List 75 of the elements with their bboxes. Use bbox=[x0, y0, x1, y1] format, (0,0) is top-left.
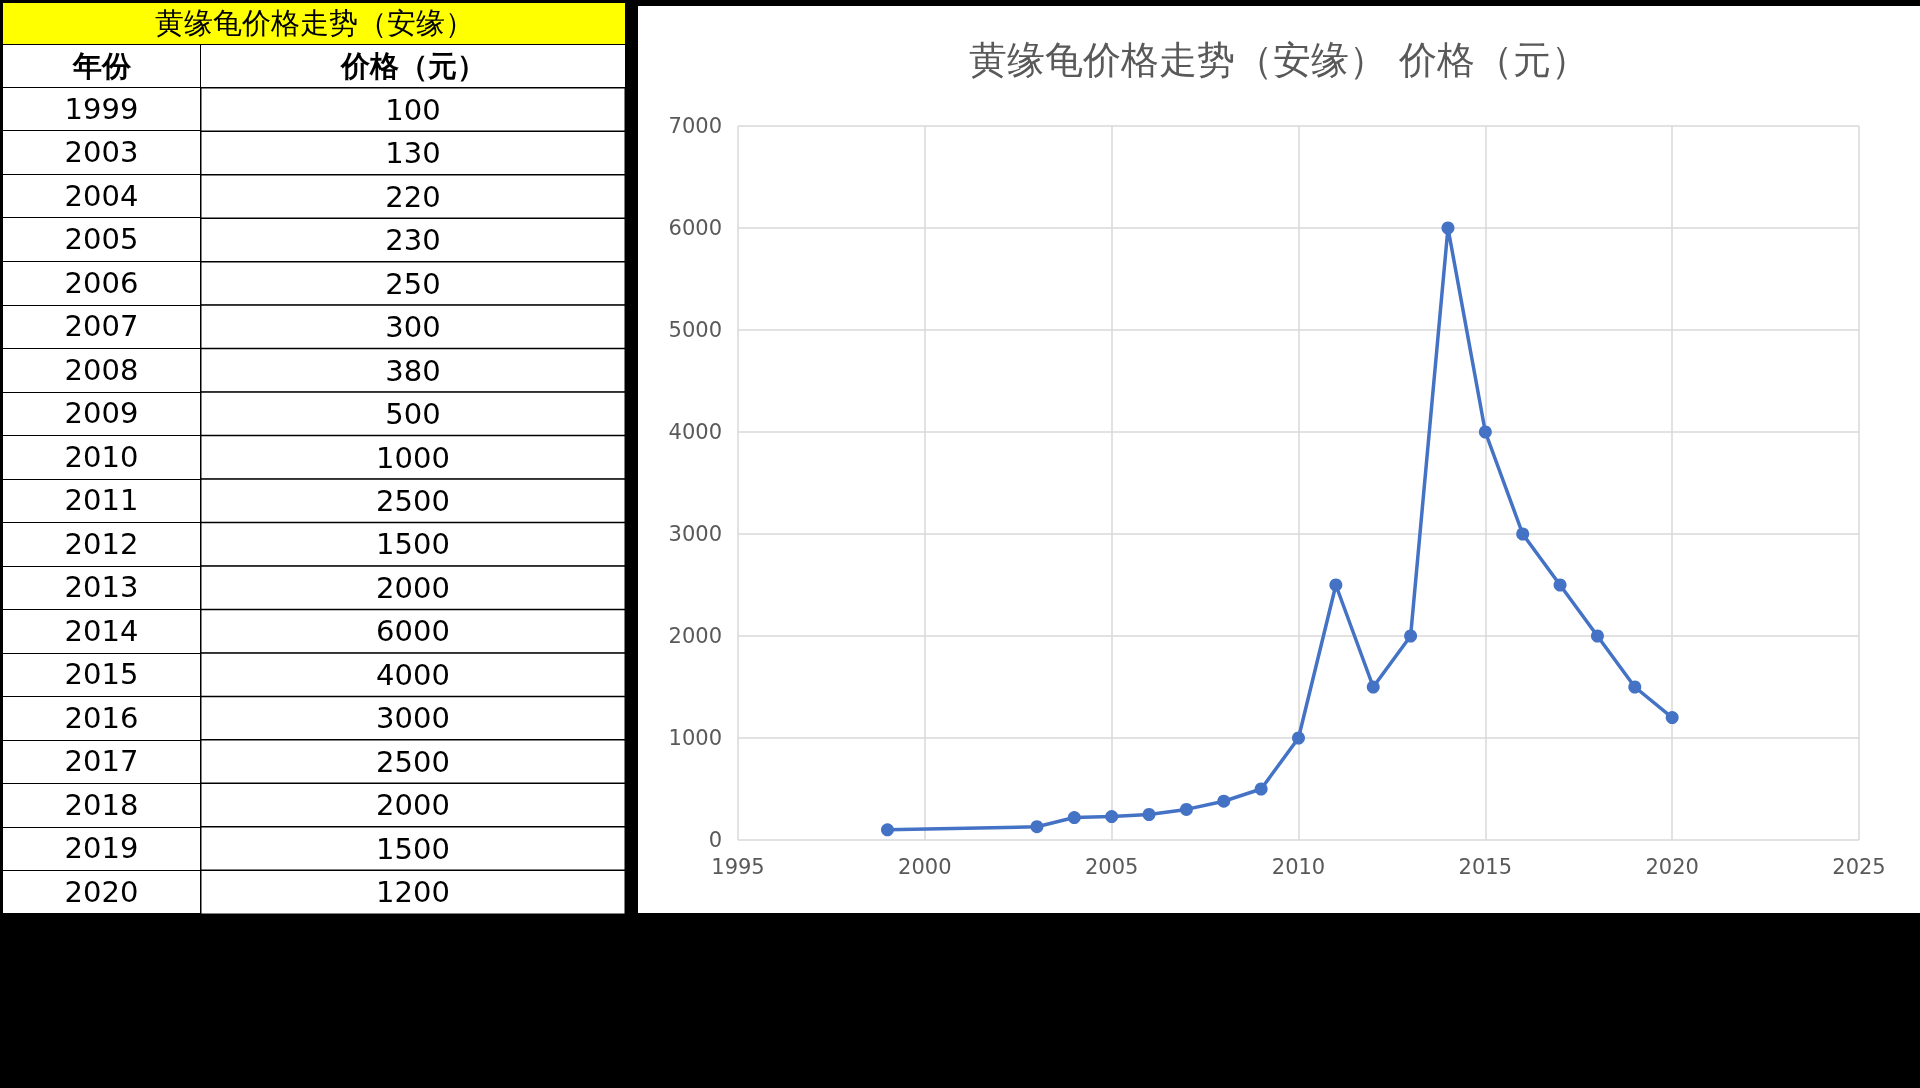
data-label: 500 bbox=[385, 396, 441, 431]
x-tick-label: 2010 bbox=[1271, 854, 1326, 879]
data-label: 380 bbox=[385, 353, 441, 388]
y-tick-label: 2008 bbox=[2, 348, 201, 393]
x-tick-label: 价格（元） bbox=[200, 44, 626, 88]
point bbox=[1478, 425, 1492, 439]
point bbox=[1254, 782, 1268, 796]
data-label: 1000 bbox=[376, 440, 450, 475]
point bbox=[1142, 808, 1156, 821]
data-label: 2500 bbox=[376, 744, 450, 779]
y-tick-label: 5000 bbox=[668, 318, 722, 342]
point bbox=[1105, 810, 1119, 824]
data-label: 3000 bbox=[376, 701, 450, 736]
y-tick-label: 4000 bbox=[668, 420, 722, 444]
y-tick-label: 2016 bbox=[2, 696, 201, 741]
y-tick-label: 7000 bbox=[668, 114, 722, 138]
y-tick-label: 2005 bbox=[2, 217, 201, 262]
y-tick-label: 2014 bbox=[2, 609, 201, 654]
data-label: 1500 bbox=[376, 527, 450, 562]
x-tick-label: 2015 bbox=[1458, 854, 1513, 879]
y-tick-label: 2017 bbox=[2, 740, 201, 784]
y-tick-label: 2006 bbox=[2, 261, 201, 306]
data-label: 6000 bbox=[376, 614, 450, 649]
point bbox=[1628, 680, 1642, 694]
y-tick-label: 2012 bbox=[2, 522, 201, 567]
chart-title: 黄缘龟价格走势（安缘） 价格（元） bbox=[968, 38, 1590, 82]
y-tick-label: 2019 bbox=[2, 827, 201, 871]
y-tick-label: 2011 bbox=[2, 479, 201, 523]
point bbox=[1292, 731, 1305, 745]
y-axis-title: 年份 bbox=[2, 44, 201, 88]
y-tick-label: 0 bbox=[708, 828, 722, 852]
point bbox=[1179, 802, 1193, 816]
data-label: 1200 bbox=[376, 875, 450, 910]
x-tick-label: 2025 bbox=[1832, 854, 1886, 879]
y-tick-label: 2009 bbox=[2, 392, 201, 436]
point bbox=[1553, 578, 1567, 592]
point bbox=[1067, 811, 1081, 825]
point bbox=[1441, 221, 1455, 235]
x-tick-label: 1995 bbox=[711, 854, 765, 879]
point bbox=[1217, 794, 1231, 808]
y-tick-label: 2007 bbox=[2, 305, 201, 349]
y-tick-label: 2003 bbox=[2, 130, 201, 175]
y-tick-label: 1000 bbox=[668, 726, 722, 750]
data-label: 2000 bbox=[376, 570, 450, 605]
point bbox=[1329, 578, 1343, 592]
point bbox=[1404, 629, 1418, 643]
y-tick-label: 1999 bbox=[2, 87, 201, 131]
x-tick-label: 2005 bbox=[1084, 854, 1139, 879]
data-label: 100 bbox=[385, 92, 441, 127]
y-tick-label: 2013 bbox=[2, 566, 201, 610]
point bbox=[1516, 527, 1530, 541]
data-label: 130 bbox=[385, 136, 441, 171]
y-tick-label: 2004 bbox=[2, 174, 201, 218]
y-tick-label: 2000 bbox=[668, 624, 722, 648]
point bbox=[1366, 680, 1380, 694]
y-tick-label: 2018 bbox=[2, 783, 201, 828]
data-label: 230 bbox=[385, 223, 441, 258]
point bbox=[1665, 711, 1679, 725]
data-label: 1500 bbox=[376, 831, 450, 866]
data-label: 4000 bbox=[376, 657, 450, 692]
y-tick-label: 6000 bbox=[668, 216, 722, 240]
data-label: 2500 bbox=[376, 483, 450, 518]
x-tick-label: 2000 bbox=[898, 854, 952, 879]
point bbox=[1590, 629, 1604, 643]
y-tick-label: 3000 bbox=[668, 522, 722, 546]
data-label: 2000 bbox=[376, 788, 450, 823]
y-tick-label: 2010 bbox=[2, 435, 201, 480]
data-label: 220 bbox=[385, 179, 441, 214]
data-label: 250 bbox=[385, 266, 441, 301]
point bbox=[1030, 820, 1044, 834]
data-label: 300 bbox=[385, 310, 441, 345]
y-tick-label: 2015 bbox=[2, 653, 201, 697]
point bbox=[880, 823, 894, 837]
x-tick-label: 2020 bbox=[1645, 854, 1699, 879]
chart-title: 黄缘龟价格走势（安缘） bbox=[2, 2, 626, 45]
